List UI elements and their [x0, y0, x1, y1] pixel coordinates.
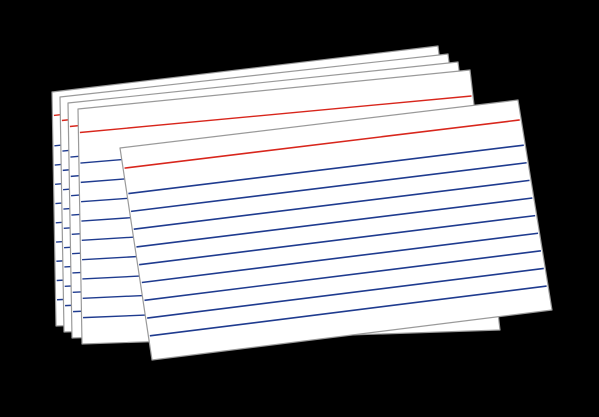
body-rule-2: [130, 161, 527, 213]
body-rule-1: [128, 144, 524, 195]
body-rule-7: [144, 250, 542, 302]
body-rule-8: [147, 267, 544, 319]
header-rule: [79, 95, 472, 134]
body-rule-6: [141, 232, 539, 284]
front-index-card: [119, 99, 553, 361]
card-face: [119, 99, 553, 361]
body-rule-9: [149, 285, 547, 337]
body-rule-4: [136, 197, 533, 248]
body-rule-5: [139, 214, 536, 266]
header-rule: [124, 119, 520, 169]
front-card: [119, 99, 553, 361]
body-rule-3: [133, 179, 530, 230]
